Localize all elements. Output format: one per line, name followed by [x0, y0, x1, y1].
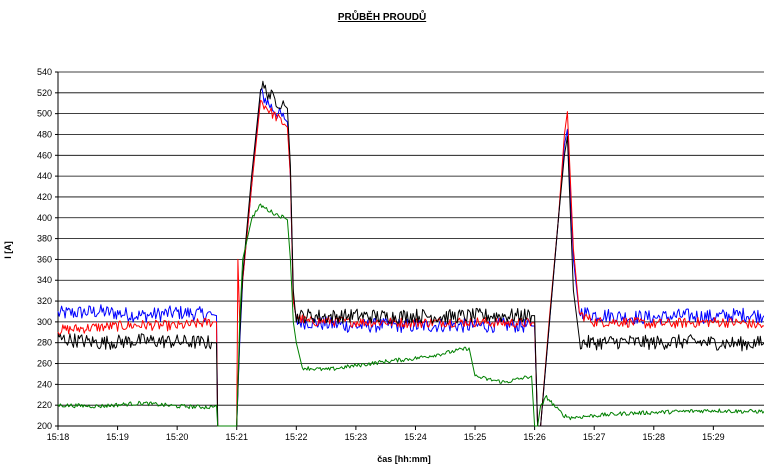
y-axis-label: I [A]	[3, 241, 13, 259]
y-tick-label: 360	[37, 254, 52, 264]
x-tick-label: 15:26	[523, 432, 546, 442]
x-tick-label: 15:18	[47, 432, 70, 442]
y-tick-label: 300	[37, 317, 52, 327]
x-axis-label: čas [hh:mm]	[377, 454, 431, 464]
x-tick-label: 15:29	[702, 432, 725, 442]
x-tick-label: 15:21	[225, 432, 248, 442]
gridlines	[58, 71, 764, 427]
y-tick-label: 200	[37, 421, 52, 431]
y-tick-label: 420	[37, 192, 52, 202]
y-tick-label: 320	[37, 296, 52, 306]
y-tick-label: 400	[37, 213, 52, 223]
chart-title: PRŮBĚH PROUDŮ	[338, 9, 426, 23]
x-tick-label: 15:23	[345, 432, 368, 442]
x-tick-label: 15:27	[583, 432, 606, 442]
y-tick-label: 260	[37, 359, 52, 369]
y-tick-label: 520	[37, 88, 52, 98]
series-lines	[57, 80, 764, 427]
x-tick-label: 15:20	[166, 432, 189, 442]
series-line-4	[57, 203, 764, 427]
y-tick-label: 280	[37, 338, 52, 348]
y-tick-label: 240	[37, 379, 52, 389]
y-tick-label: 540	[37, 67, 52, 77]
series-line-3	[57, 80, 764, 427]
x-axis-ticks: 15:18 15:19 15:20 15:21 15:22 15:23 15:24 15:25…	[47, 426, 725, 442]
y-tick-label: 340	[37, 275, 52, 285]
x-tick-label: 15:19	[106, 432, 129, 442]
y-tick-label: 380	[37, 234, 52, 244]
series-line-1	[57, 87, 764, 427]
x-tick-label: 15:24	[404, 432, 427, 442]
y-tick-label: 220	[37, 400, 52, 410]
x-tick-label: 15:28	[643, 432, 666, 442]
series-line-2	[57, 99, 764, 427]
y-tick-label: 480	[37, 129, 52, 139]
y-tick-label: 440	[37, 171, 52, 181]
y-tick-label: 460	[37, 150, 52, 160]
x-tick-label: 15:22	[285, 432, 308, 442]
y-axis-ticks: 200 220 240 260 280 300 320 340 360 380 400 420 440 4…	[37, 67, 58, 431]
x-tick-label: 15:25	[464, 432, 487, 442]
y-tick-label: 500	[37, 109, 52, 119]
